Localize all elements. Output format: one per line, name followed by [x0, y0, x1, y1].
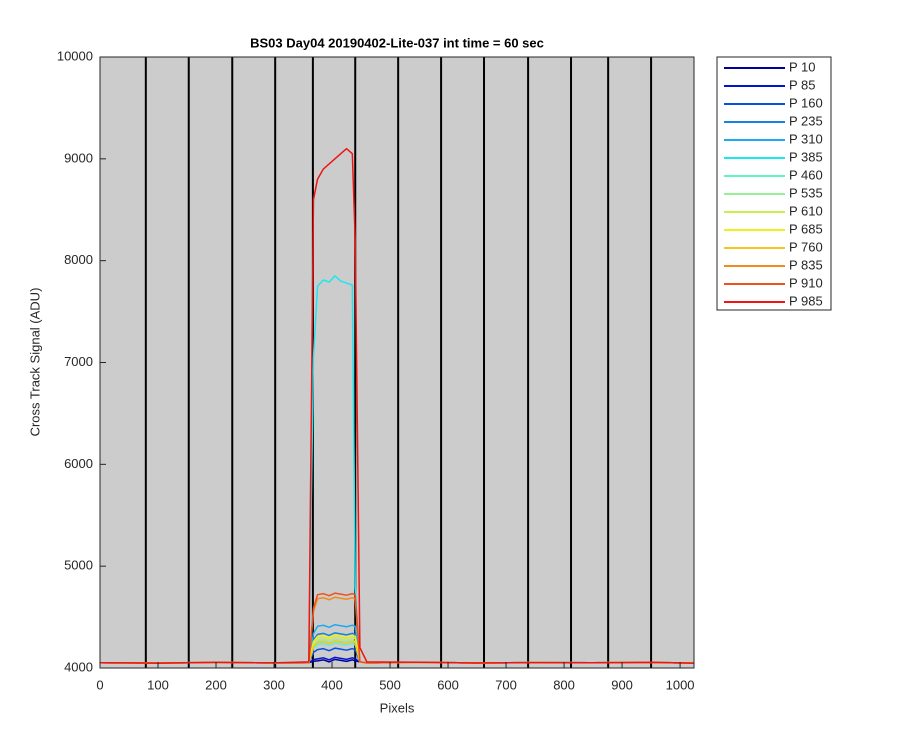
- chart-title: BS03 Day04 20190402-Lite-037 int time = …: [250, 35, 544, 50]
- legend-label: P 610: [789, 203, 823, 218]
- legend-label: P 235: [789, 113, 823, 128]
- y-tick-label: 10000: [57, 48, 93, 63]
- legend-box: [716, 56, 832, 311]
- x-tick-label: 800: [553, 677, 575, 692]
- y-tick-label: 6000: [64, 456, 93, 471]
- legend-label: P 310: [789, 131, 823, 146]
- legend-label: P 835: [789, 257, 823, 272]
- y-tick-label: 4000: [64, 659, 93, 674]
- x-tick-label: 300: [263, 677, 285, 692]
- plot-area: [100, 57, 694, 668]
- x-tick-label: 1000: [666, 677, 695, 692]
- y-tick-label: 7000: [64, 354, 93, 369]
- legend-label: P 85: [789, 77, 816, 92]
- legend-label: P 460: [789, 167, 823, 182]
- y-axis-label: Cross Track Signal (ADU): [27, 288, 42, 437]
- x-tick-label: 400: [321, 677, 343, 692]
- legend-label: P 385: [789, 149, 823, 164]
- x-tick-label: 200: [205, 677, 227, 692]
- legend-label: P 535: [789, 185, 823, 200]
- legend-label: P 10: [789, 59, 816, 74]
- legend-label: P 985: [789, 293, 823, 308]
- x-tick-label: 900: [611, 677, 633, 692]
- legend-label: P 760: [789, 239, 823, 254]
- x-tick-label: 500: [379, 677, 401, 692]
- x-tick-label: 100: [147, 677, 169, 692]
- y-tick-label: 5000: [64, 558, 93, 573]
- legend-label: P 910: [789, 275, 823, 290]
- y-tick-label: 9000: [64, 150, 93, 165]
- legend-label: P 160: [789, 95, 823, 110]
- x-tick-label: 0: [96, 677, 103, 692]
- x-axis-label: Pixels: [380, 700, 415, 715]
- legend-label: P 685: [789, 221, 823, 236]
- y-tick-label: 8000: [64, 252, 93, 267]
- x-tick-label: 700: [495, 677, 517, 692]
- x-tick-label: 600: [437, 677, 459, 692]
